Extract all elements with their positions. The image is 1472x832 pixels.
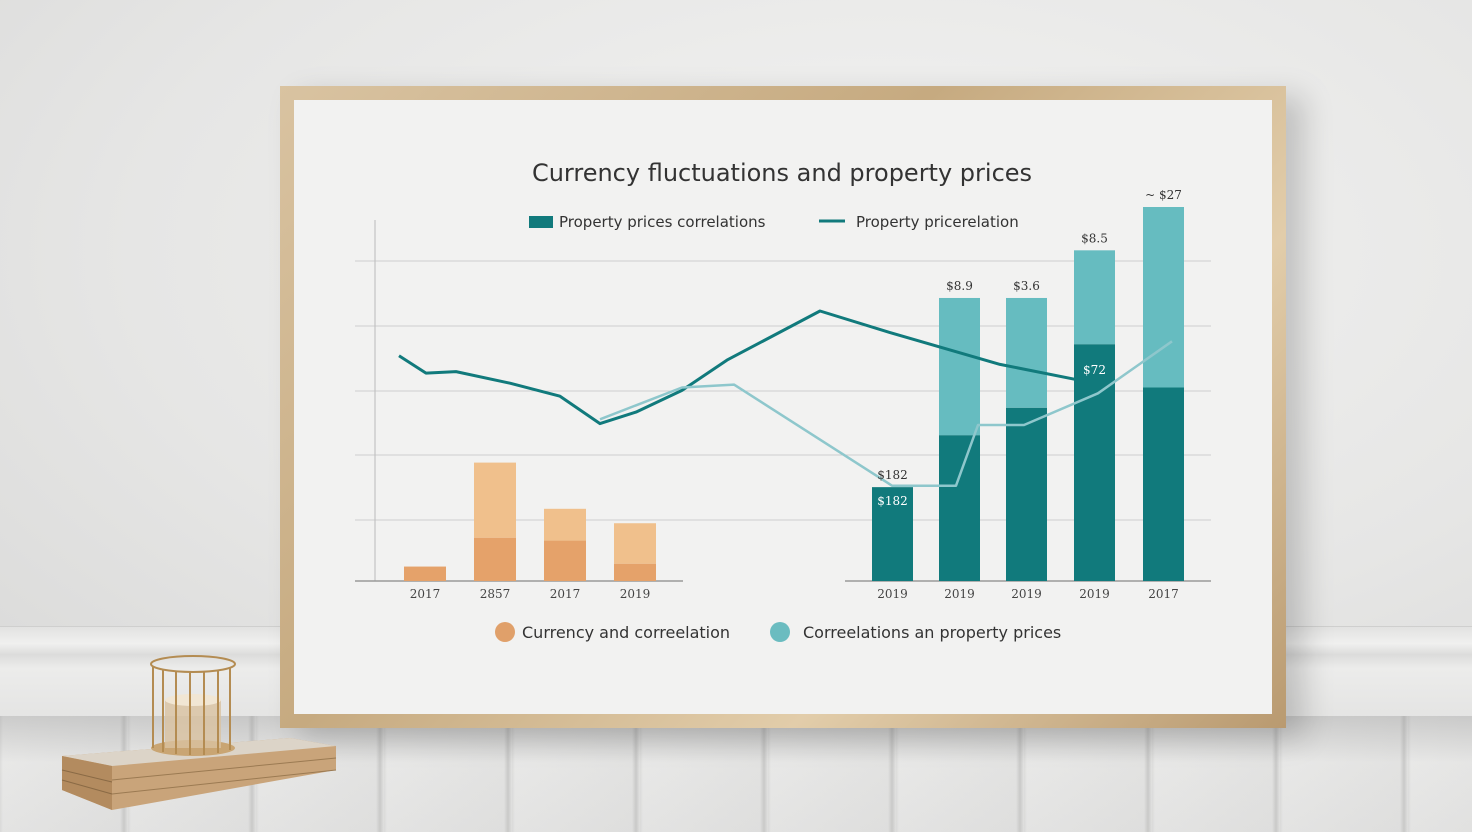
bar-label-3: $8.5 xyxy=(1081,231,1108,245)
legend-dot-currency xyxy=(495,622,515,642)
bar-left-0-s0 xyxy=(404,566,446,581)
bar-right-1-s1 xyxy=(939,297,980,436)
x-tick-right-1: 2019 xyxy=(944,587,975,601)
bar-left-1-s0 xyxy=(474,537,516,581)
bar-label-2: $3.6 xyxy=(1013,279,1040,293)
bar-right-0-s0 xyxy=(872,487,913,581)
bar-left-1-s1 xyxy=(474,462,516,538)
legend-label-bar: Property prices correlations xyxy=(559,213,766,231)
legend-label-correlation: Correelations an property prices xyxy=(803,623,1061,642)
x-tick-left-3: 2019 xyxy=(620,587,651,601)
bar-label-4: ~ $27 xyxy=(1145,188,1182,202)
candle-holder xyxy=(150,655,236,756)
bar-label-1: $8.9 xyxy=(946,279,973,293)
x-tick-left-1: 2857 xyxy=(480,587,511,601)
series-lines xyxy=(398,309,1173,487)
bar-label-0: $182 xyxy=(877,468,908,482)
x-tick-left-0: 2017 xyxy=(410,587,441,601)
bar-left-3-s0 xyxy=(614,563,656,581)
bar-right-1-s0 xyxy=(939,435,980,581)
bar-right-2-s1 xyxy=(1006,297,1047,408)
legend-label-currency: Currency and correelation xyxy=(522,623,730,642)
legend-swatch-bar xyxy=(529,216,553,228)
x-tick-right-4: 2017 xyxy=(1148,587,1179,601)
x-tick-right-3: 2019 xyxy=(1079,587,1110,601)
x-tick-labels: 2017 2857 2017 2019 2019 2019 2019 2019 2017 xyxy=(410,587,1179,601)
x-tick-right-0: 2019 xyxy=(877,587,908,601)
legend-dot-correlation xyxy=(770,622,790,642)
bar-labels: $182 $182 $8.9 $3.6 $8.5 $72 ~ $27 xyxy=(877,188,1182,508)
chart-title: Currency fluctuations and property price… xyxy=(532,159,1032,187)
bar-right-3-s1 xyxy=(1074,250,1115,345)
series-line-0 xyxy=(398,309,1081,426)
bar-left-2-s1 xyxy=(544,508,586,541)
bar-inner-label-3: $72 xyxy=(1083,363,1106,377)
bar-inner-label-0: $182 xyxy=(877,494,908,508)
x-tick-left-2: 2017 xyxy=(550,587,581,601)
bar-right-2-s0 xyxy=(1006,407,1047,581)
x-tick-right-2: 2019 xyxy=(1011,587,1042,601)
legend-label-line: Property pricerelation xyxy=(856,213,1019,231)
bar-left-2-s0 xyxy=(544,540,586,581)
bars-right-group xyxy=(872,207,1184,581)
bar-right-4-s0 xyxy=(1143,387,1184,581)
series-line-1 xyxy=(599,340,1173,487)
bar-left-3-s1 xyxy=(614,523,656,564)
bar-right-3-s0 xyxy=(1074,344,1115,581)
bars-left-group xyxy=(404,462,656,581)
